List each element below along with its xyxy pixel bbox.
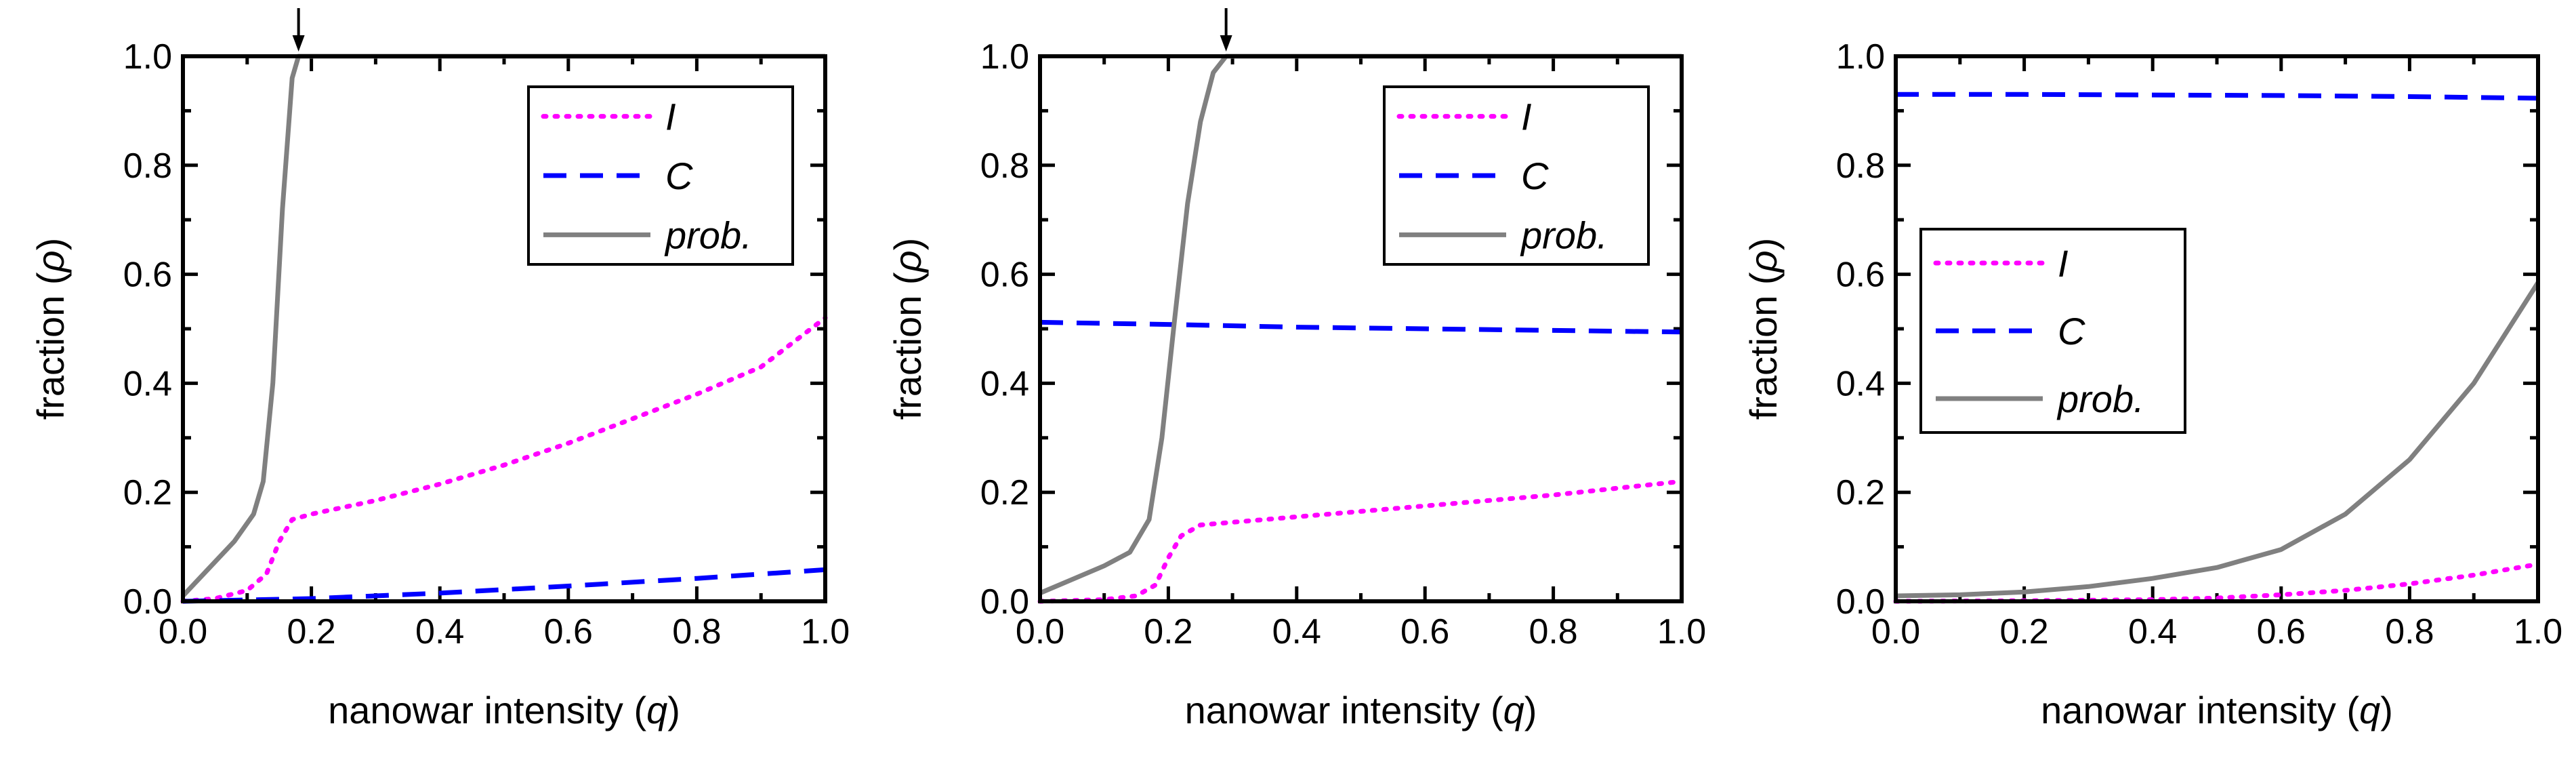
series-line-C bbox=[1896, 92, 2539, 101]
y-tick-label: 0.6 bbox=[1836, 256, 1885, 295]
x-axis-label: nanowar intensity (q) bbox=[1185, 689, 1537, 731]
y-axis-label: fraction (ρ) bbox=[886, 238, 929, 420]
x-tick-label: 1.0 bbox=[1657, 612, 1706, 651]
y-tick-label: 0.2 bbox=[1836, 473, 1885, 512]
x-axis-label: nanowar intensity (q) bbox=[328, 689, 680, 731]
x-tick-label: 0.6 bbox=[544, 612, 593, 651]
x-tick-label: 0.0 bbox=[1016, 612, 1064, 651]
legend-label: prob. bbox=[1520, 214, 1608, 256]
y-tick-label: 0.0 bbox=[980, 582, 1029, 622]
y-axis-label: fraction (ρ) bbox=[1742, 238, 1785, 420]
legend-box bbox=[1919, 228, 2186, 434]
x-tick-label: 0.4 bbox=[415, 612, 464, 651]
y-tick-label: 0.4 bbox=[1836, 364, 1885, 403]
x-tick-label: 0.0 bbox=[1871, 612, 1920, 651]
y-tick-label: 0.2 bbox=[123, 473, 172, 512]
chart-panel-right: 0.0 0.2 0.4 0.6 0.8 1.0 0.0 0.2 0.4 0.6 0.8 1.0 ICpr… bbox=[1742, 37, 2562, 731]
y-tick-label: 1.0 bbox=[980, 37, 1029, 77]
x-tick-label: 0.4 bbox=[1272, 612, 1321, 651]
series-line-I bbox=[1037, 479, 1684, 604]
x-axis-label: nanowar intensity (q) bbox=[2041, 689, 2393, 731]
x-tick-label: 0.8 bbox=[672, 612, 721, 651]
x-tick-label: 0.6 bbox=[1400, 612, 1449, 651]
x-tick-label: 1.0 bbox=[2514, 612, 2562, 651]
legend-label: I bbox=[2058, 242, 2069, 285]
legend-label: C bbox=[2058, 310, 2085, 353]
legend-label: I bbox=[1521, 96, 1532, 138]
y-tick-label: 0.4 bbox=[123, 364, 172, 403]
x-tick-label: 0.8 bbox=[2385, 612, 2434, 651]
x-tick-label: 0.4 bbox=[2128, 612, 2177, 651]
legend-label: prob. bbox=[2056, 378, 2144, 420]
y-axis-label: fraction (ρ) bbox=[29, 238, 72, 420]
series-line-I bbox=[180, 315, 828, 604]
y-tick-label: 0.4 bbox=[980, 364, 1029, 403]
y-tick-label: 0.8 bbox=[1836, 146, 1885, 186]
x-tick-label: 0.2 bbox=[1144, 612, 1192, 651]
chart-panel-left: 0.0 0.2 0.4 0.6 0.8 1.0 0.0 0.2 0.4 0.6 0.8 1.0 ICpr… bbox=[29, 8, 850, 731]
chart-panel-middle: 0.0 0.2 0.4 0.6 0.8 1.0 0.0 0.2 0.4 0.6 0.8 1.0 ICpr… bbox=[886, 8, 1706, 731]
y-tick-label: 0.8 bbox=[980, 146, 1029, 186]
legend-box bbox=[1383, 85, 1650, 266]
legend-box bbox=[527, 85, 794, 266]
x-tick-label: 0.0 bbox=[159, 612, 207, 651]
legend-label: prob. bbox=[664, 214, 752, 256]
plot-frame bbox=[181, 54, 827, 603]
series-line-C bbox=[1039, 319, 1682, 335]
y-tick-label: 0.6 bbox=[123, 256, 172, 295]
plot-frame bbox=[1894, 54, 2540, 603]
y-tick-label: 0.0 bbox=[123, 582, 172, 622]
plot-frame bbox=[1038, 54, 1684, 603]
y-tick-label: 0.0 bbox=[1836, 582, 1885, 622]
y-tick-label: 0.2 bbox=[980, 473, 1029, 512]
y-tick-label: 0.6 bbox=[980, 256, 1029, 295]
legend-label: I bbox=[665, 96, 676, 138]
legend-label: C bbox=[665, 155, 693, 197]
y-tick-label: 1.0 bbox=[1836, 37, 1885, 77]
series-line-prob bbox=[1895, 281, 2540, 599]
x-tick-label: 1.0 bbox=[801, 612, 850, 651]
x-tick-label: 0.2 bbox=[1999, 612, 2048, 651]
x-tick-label: 0.6 bbox=[2257, 612, 2306, 651]
y-tick-label: 1.0 bbox=[123, 37, 172, 77]
x-tick-label: 0.8 bbox=[1529, 612, 1577, 651]
x-tick-label: 0.2 bbox=[287, 612, 335, 651]
marker-arrow-head bbox=[292, 35, 305, 52]
marker-arrow-head bbox=[1220, 35, 1232, 52]
y-tick-label: 0.8 bbox=[123, 146, 172, 186]
legend-label: C bbox=[1521, 155, 1549, 197]
